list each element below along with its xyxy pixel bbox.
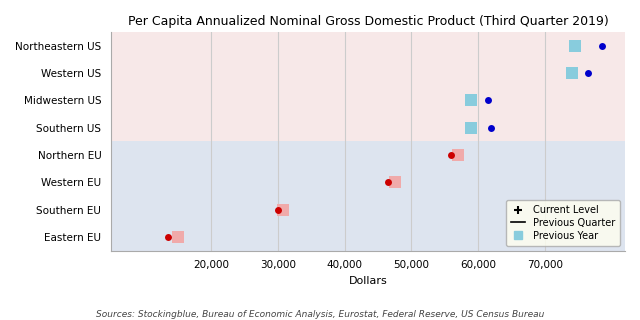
- Point: [273, 207, 283, 212]
- X-axis label: Dollars: Dollars: [349, 276, 387, 286]
- Bar: [111, 169, 625, 196]
- Bar: [111, 141, 625, 169]
- Point: [446, 152, 456, 157]
- Point: [163, 234, 173, 239]
- Bar: [111, 87, 625, 114]
- Bar: [111, 59, 625, 87]
- Bar: [111, 223, 625, 251]
- Point: [383, 180, 393, 185]
- Bar: [111, 114, 625, 141]
- Point: [483, 98, 493, 103]
- Point: [173, 234, 183, 239]
- Point: [570, 43, 580, 48]
- Point: [390, 180, 400, 185]
- Point: [566, 70, 577, 76]
- Bar: [111, 32, 625, 59]
- Point: [278, 207, 289, 212]
- Legend: Current Level, Previous Quarter, Previous Year: Current Level, Previous Quarter, Previou…: [506, 200, 620, 246]
- Point: [486, 125, 497, 130]
- Title: Per Capita Annualized Nominal Gross Domestic Product (Third Quarter 2019): Per Capita Annualized Nominal Gross Dome…: [127, 15, 609, 28]
- Point: [453, 152, 463, 157]
- Bar: [111, 196, 625, 223]
- Point: [467, 125, 477, 130]
- Point: [467, 98, 477, 103]
- Point: [596, 43, 607, 48]
- Point: [583, 70, 593, 76]
- Text: Sources: Stockingblue, Bureau of Economic Analysis, Eurostat, Federal Reserve, U: Sources: Stockingblue, Bureau of Economi…: [96, 310, 544, 319]
